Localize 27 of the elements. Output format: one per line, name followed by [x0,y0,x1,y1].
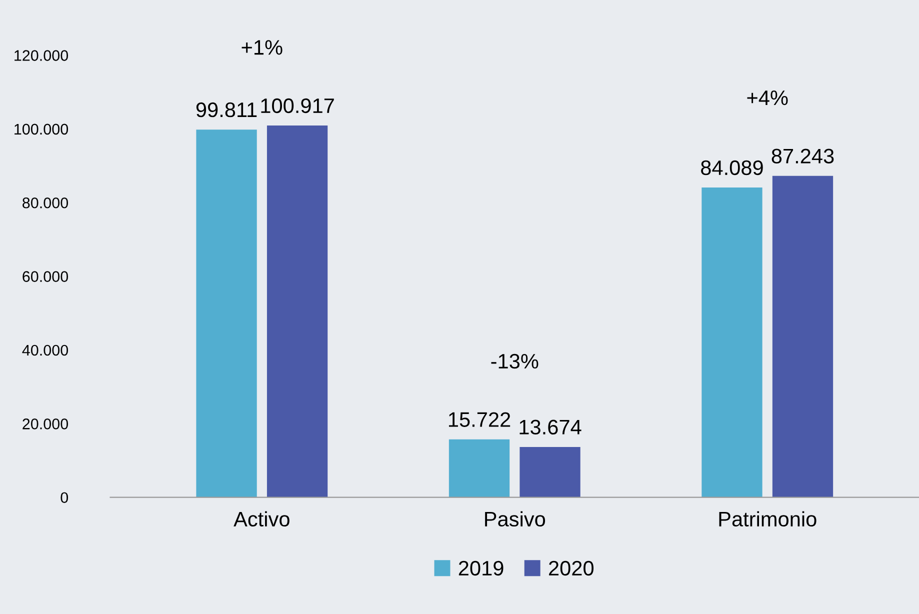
data-label: 100.917 [261,98,334,114]
y-tick-label: 40.000 [22,344,68,356]
y-tick-label: 20.000 [22,418,68,430]
y-tick-label: 60.000 [22,271,68,282]
legend-label: 2020 [549,560,594,576]
bar [520,446,580,498]
bar [772,176,834,498]
data-label: 15.722 [448,412,510,427]
annotation: -13% [491,354,538,369]
bar [702,188,762,498]
data-label: 13.674 [520,420,582,435]
bar [266,126,328,498]
legend-label: 2019 [458,560,504,576]
y-tick-label: 0 [60,492,68,504]
bar [196,130,257,498]
x-tick-label: Patrimonio [719,511,816,527]
data-label: 99.811 [196,102,257,118]
text: +1% [242,40,282,55]
y-tick-label: 100.000 [14,124,68,135]
data-label: 87.243 [772,148,834,164]
y-tick-label: 120.000 [14,50,68,61]
bar [448,439,510,498]
x-tick-label: Activo [234,511,290,527]
data-label: 84.089 [701,160,763,176]
annotation: +4% [747,90,788,106]
x-tick-label: Pasivo [485,511,546,527]
y-tick-label: 80.000 [22,197,68,208]
